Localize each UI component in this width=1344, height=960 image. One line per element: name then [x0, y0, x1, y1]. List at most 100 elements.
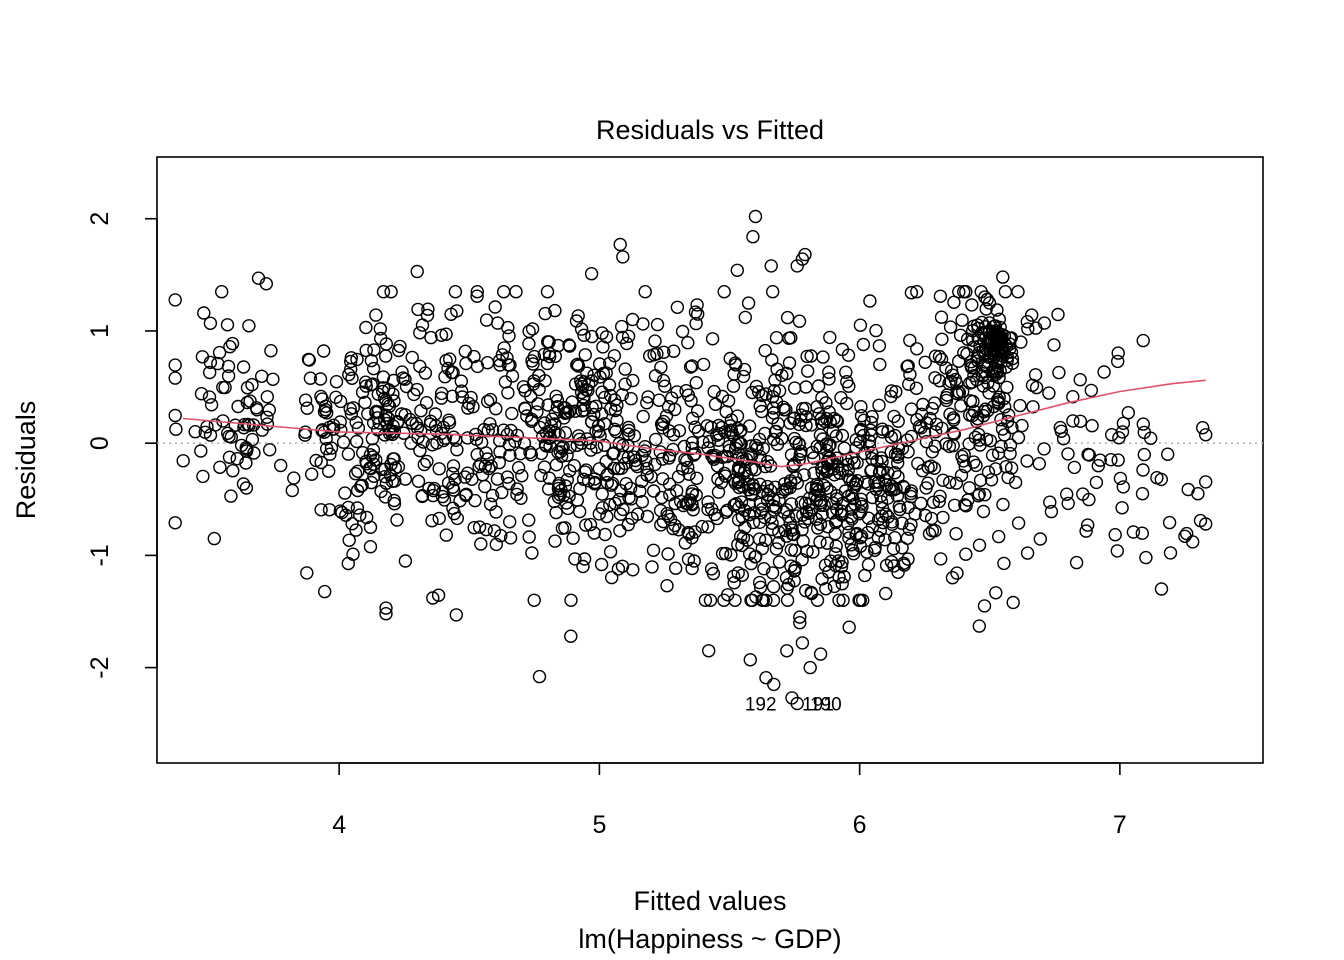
- data-point: [954, 399, 968, 413]
- data-point: [413, 443, 427, 458]
- data-point: [904, 286, 919, 300]
- data-point: [793, 610, 807, 624]
- data-point: [580, 432, 594, 446]
- data-point: [667, 344, 681, 358]
- data-point: [363, 448, 378, 462]
- data-point: [1013, 398, 1027, 413]
- data-point: [493, 358, 507, 372]
- data-point: [584, 267, 599, 281]
- data-point: [458, 470, 472, 484]
- data-point: [976, 504, 991, 519]
- data-point: [522, 513, 536, 527]
- data-point: [996, 270, 1010, 284]
- data-point: [424, 414, 438, 428]
- data-point: [483, 392, 498, 407]
- data-point: [204, 398, 219, 412]
- data-point: [969, 458, 983, 473]
- data-point: [605, 570, 619, 585]
- data-point: [349, 523, 363, 537]
- data-point: [1116, 416, 1131, 430]
- data-point: [1025, 378, 1040, 392]
- data-point: [394, 407, 409, 421]
- data-point: [650, 317, 665, 332]
- data-point: [1004, 461, 1019, 475]
- data-point: [861, 477, 875, 491]
- data-point: [826, 496, 840, 510]
- data-point: [731, 435, 745, 449]
- data-point: [972, 619, 986, 633]
- data-point: [203, 316, 218, 330]
- data-point: [1191, 487, 1205, 501]
- data-point: [444, 365, 459, 380]
- data-point: [765, 522, 780, 537]
- data-point: [958, 498, 972, 512]
- data-point: [415, 489, 429, 503]
- data-point: [333, 415, 347, 429]
- data-point: [980, 292, 994, 307]
- data-point: [919, 435, 934, 449]
- data-point: [989, 586, 1003, 600]
- data-point: [849, 441, 863, 455]
- data-point: [654, 360, 668, 374]
- data-point: [1137, 425, 1152, 440]
- data-point: [763, 483, 778, 498]
- data-point: [831, 554, 846, 568]
- data-point: [753, 515, 767, 529]
- data-point: [928, 349, 943, 363]
- data-point: [799, 410, 813, 424]
- data-point: [655, 421, 670, 435]
- data-point: [341, 556, 355, 571]
- data-point: [837, 570, 851, 584]
- data-point: [815, 572, 829, 586]
- data-point: [414, 404, 428, 418]
- data-point: [865, 410, 879, 424]
- data-point: [176, 454, 190, 468]
- data-point: [830, 492, 844, 506]
- data-point: [434, 328, 449, 342]
- data-point: [345, 517, 359, 531]
- data-point: [813, 647, 828, 661]
- data-point: [755, 388, 769, 403]
- data-point: [487, 524, 502, 538]
- data-point: [314, 389, 328, 404]
- data-point: [792, 437, 806, 451]
- data-point: [274, 458, 288, 473]
- data-point: [429, 419, 443, 433]
- data-point: [615, 559, 630, 573]
- data-point: [366, 450, 380, 464]
- data-point: [729, 497, 743, 511]
- outlier-label: 191: [802, 694, 834, 715]
- data-point: [959, 547, 973, 561]
- data-point: [502, 329, 516, 343]
- data-point: [1033, 532, 1048, 546]
- data-point: [854, 422, 868, 437]
- data-point: [603, 545, 618, 559]
- data-point: [255, 423, 269, 437]
- data-point: [1162, 515, 1177, 530]
- data-point: [532, 669, 547, 684]
- data-point: [856, 337, 871, 352]
- data-point: [225, 336, 240, 351]
- data-point: [1091, 459, 1106, 473]
- data-point: [350, 352, 364, 367]
- data-point: [886, 542, 901, 556]
- data-point: [1061, 447, 1075, 461]
- data-point: [900, 359, 914, 374]
- data-point: [583, 436, 598, 450]
- data-point: [392, 343, 406, 358]
- data-point: [942, 376, 956, 391]
- data-point: [223, 340, 237, 354]
- data-point: [542, 482, 556, 496]
- data-point: [538, 306, 552, 321]
- data-point: [333, 394, 348, 409]
- data-point: [868, 543, 882, 557]
- data-point: [903, 367, 917, 382]
- data-point: [719, 405, 733, 419]
- data-point: [396, 371, 410, 385]
- data-point: [635, 474, 649, 488]
- data-point: [460, 466, 475, 480]
- data-point: [548, 534, 562, 548]
- data-point: [1110, 544, 1125, 558]
- data-point: [966, 394, 980, 409]
